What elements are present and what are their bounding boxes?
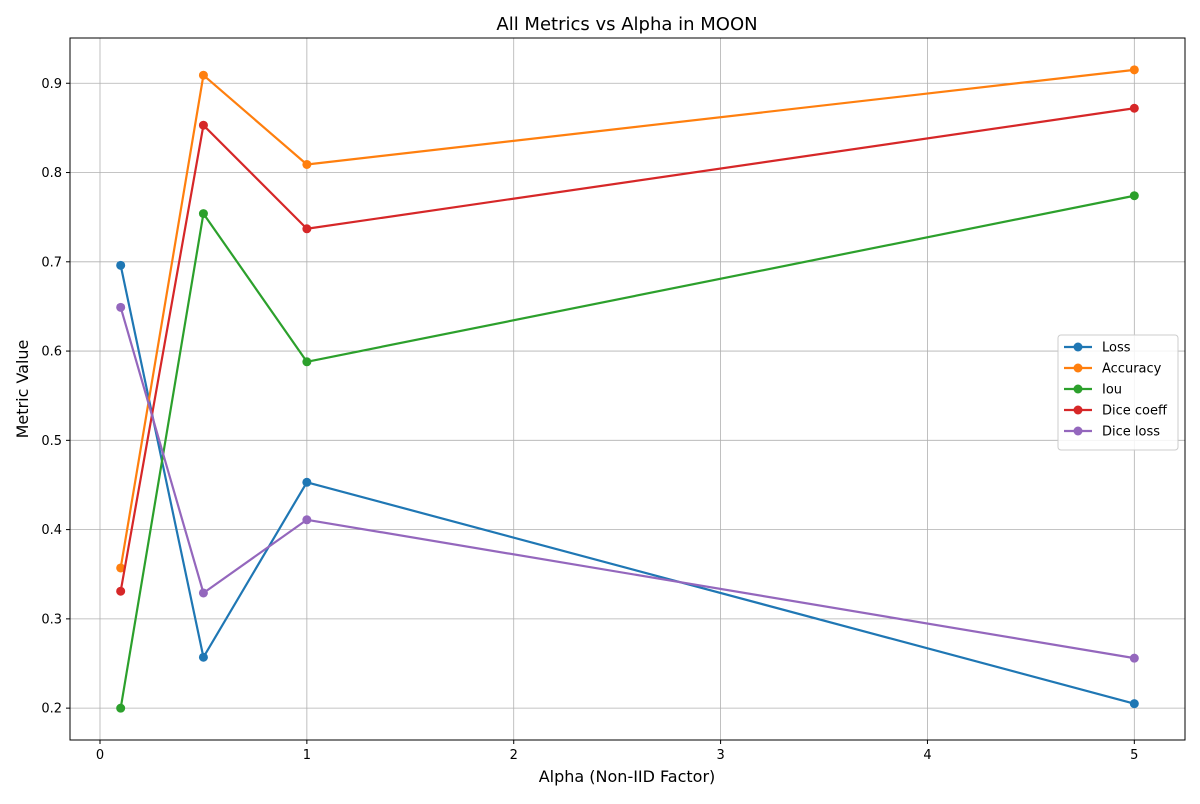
data-point-dice-loss <box>302 515 312 525</box>
y-tick-label: 0.9 <box>41 77 62 92</box>
legend-item-iou: Iou <box>1064 383 1122 398</box>
legend-label: Iou <box>1102 383 1122 398</box>
legend-marker <box>1073 363 1083 373</box>
legend-item-dice-coeff: Dice coeff <box>1064 404 1168 419</box>
data-point-loss <box>198 652 208 662</box>
legend-item-dice-loss: Dice loss <box>1064 425 1160 440</box>
legend-marker <box>1073 384 1083 394</box>
legend-marker <box>1073 426 1083 436</box>
series-iou <box>116 191 1139 713</box>
x-tick-label: 1 <box>303 748 311 763</box>
legend-box <box>1057 334 1179 451</box>
series-accuracy <box>116 65 1139 573</box>
x-tick-label: 3 <box>716 748 724 763</box>
data-point-loss <box>1129 699 1139 709</box>
data-point-dice-coeff <box>198 120 208 130</box>
legend-label: Dice coeff <box>1102 404 1168 419</box>
series-line-accuracy <box>119 68 1135 569</box>
data-point-dice-coeff <box>302 224 312 234</box>
data-point-accuracy <box>1129 65 1139 75</box>
data-point-dice-coeff <box>116 586 126 596</box>
y-tick-label: 0.8 <box>41 166 62 181</box>
legend-label: Dice loss <box>1102 425 1160 440</box>
axis-ticks: 0 1 2 3 4 5 0.2 0.3 0.4 0.5 0.6 0.7 0.8 0.9 <box>41 77 1138 763</box>
data-point-accuracy <box>198 70 208 80</box>
chart-title: All Metrics vs Alpha in MOON <box>496 14 757 35</box>
data-point-dice-loss <box>1129 653 1139 663</box>
data-point-iou <box>302 357 312 367</box>
data-point-loss <box>302 477 312 487</box>
legend-marker <box>1073 405 1083 415</box>
y-tick-label: 0.3 <box>41 612 62 627</box>
data-point-accuracy <box>302 159 312 169</box>
legend: Loss Accuracy Iou Dice coeff Dice loss <box>1057 334 1179 451</box>
y-tick-label: 0.6 <box>41 345 62 360</box>
x-tick-label: 0 <box>96 748 104 763</box>
series-line-dice-loss <box>119 307 1135 660</box>
data-point-iou <box>116 703 126 713</box>
series-dice-coeff <box>116 103 1139 596</box>
data-point-dice-loss <box>198 588 208 598</box>
x-tick-label: 2 <box>510 748 518 763</box>
y-tick-label: 0.5 <box>41 434 62 449</box>
x-tick-label: 5 <box>1130 748 1138 763</box>
legend-item-loss: Loss <box>1064 341 1131 356</box>
data-point-loss <box>116 260 126 270</box>
series-line-iou <box>119 194 1135 709</box>
y-tick-label: 0.2 <box>41 702 62 717</box>
legend-item-accuracy: Accuracy <box>1064 362 1162 377</box>
x-axis-label: Alpha (Non-IID Factor) <box>539 767 716 786</box>
data-point-dice-loss <box>116 302 126 312</box>
plot-frame <box>69 37 1186 741</box>
series-line-dice-coeff <box>119 107 1135 592</box>
data-point-iou <box>1129 191 1139 201</box>
legend-label: Loss <box>1102 341 1131 356</box>
x-tick-label: 4 <box>923 748 931 763</box>
y-tick-label: 0.7 <box>41 255 62 270</box>
legend-marker <box>1073 342 1083 352</box>
y-tick-label: 0.4 <box>41 523 62 538</box>
y-axis-label: Metric Value <box>13 340 32 439</box>
series-dice-loss <box>116 302 1139 663</box>
legend-label: Accuracy <box>1102 362 1162 377</box>
data-point-iou <box>198 209 208 219</box>
data-point-dice-coeff <box>1129 103 1139 113</box>
data-point-accuracy <box>116 563 126 573</box>
series-group <box>116 65 1139 713</box>
